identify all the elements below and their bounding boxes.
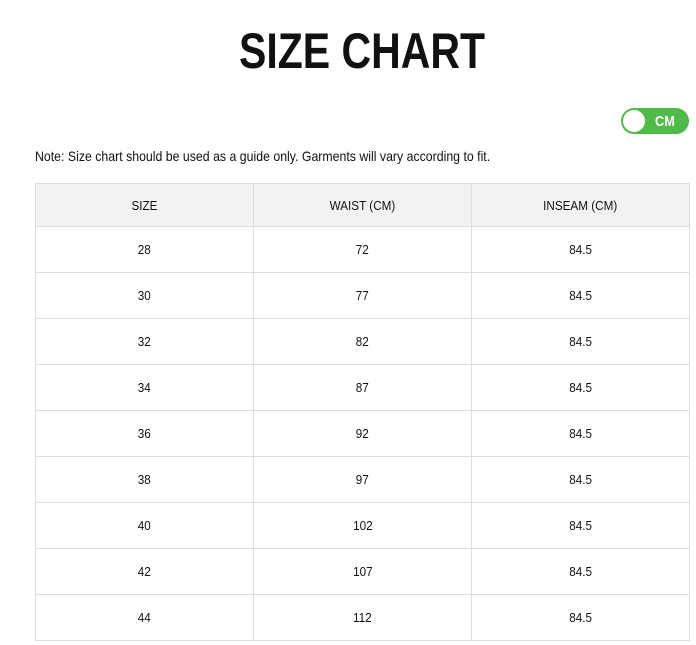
cell-value: 84.5 [569,426,592,441]
table-cell: 42 [35,548,254,595]
table-row: 36 92 84.5 [35,410,690,457]
table-cell: 38 [35,456,254,503]
page-title: SIZE CHART [239,23,485,79]
table-cell: 84.5 [471,410,690,457]
table-cell: 107 [253,548,472,595]
cell-value: 30 [137,288,152,303]
cell-value: 32 [137,334,152,349]
table-cell: 97 [253,456,472,503]
toggle-label: CM [655,113,675,130]
table-cell: 84.5 [471,594,690,641]
cell-value: 84.5 [569,518,592,533]
column-header-label: SIZE [131,197,158,213]
table-row: 40 102 84.5 [35,502,690,549]
cell-value: 92 [355,426,370,441]
cell-value: 84.5 [569,380,592,395]
table-cell: 30 [35,272,254,319]
cell-value: 112 [353,610,372,625]
table-cell: 32 [35,318,254,365]
cell-value: 82 [355,334,370,349]
cell-value: 84.5 [569,242,592,257]
table-cell: 28 [35,226,254,273]
table-cell: 102 [253,502,472,549]
cell-value: 84.5 [569,472,592,487]
table-row: 44 112 84.5 [35,594,690,641]
table-row: 32 82 84.5 [35,318,690,365]
cell-value: 87 [355,380,370,395]
toggle-knob [623,110,645,132]
size-note: Note: Size chart should be used as a gui… [35,148,491,164]
cell-value: 107 [352,564,373,579]
cell-value: 97 [355,472,370,487]
cell-value: 40 [137,518,152,533]
table-cell: 92 [253,410,472,457]
cell-value: 84.5 [569,564,592,579]
unit-toggle[interactable]: CM [621,108,689,134]
table-row: 38 97 84.5 [35,456,690,503]
cell-value: 84.5 [569,288,592,303]
table-cell: 84.5 [471,456,690,503]
cell-value: 77 [355,288,370,303]
cell-value: 84.5 [569,610,592,625]
table-cell: 84.5 [471,502,690,549]
cell-value: 102 [352,518,373,533]
table-row: 30 77 84.5 [35,272,690,319]
table-cell: 84.5 [471,364,690,411]
table-cell: 82 [253,318,472,365]
column-header: WAIST (CM) [253,183,472,227]
table-cell: 40 [35,502,254,549]
table-cell: 87 [253,364,472,411]
column-header: INSEAM (CM) [471,183,690,227]
cell-value: 44 [137,610,152,625]
cell-value: 38 [137,472,152,487]
cell-value: 72 [355,242,370,257]
table-cell: 84.5 [471,226,690,273]
cell-value: 28 [137,242,152,257]
table-cell: 36 [35,410,254,457]
table-cell: 44 [35,594,254,641]
size-table: SIZE WAIST (CM) INSEAM (CM) 28 72 84.5 30 77 84… [35,183,690,641]
table-cell: 84.5 [471,318,690,365]
table-cell: 72 [253,226,472,273]
cell-value: 34 [137,380,152,395]
cell-value: 84.5 [569,334,592,349]
column-header-label: WAIST (CM) [329,197,396,213]
table-row: 42 107 84.5 [35,548,690,595]
table-header-row: SIZE WAIST (CM) INSEAM (CM) [35,183,690,227]
cell-value: 42 [137,564,152,579]
table-cell: 34 [35,364,254,411]
column-header-label: INSEAM (CM) [543,197,618,213]
table-cell: 84.5 [471,272,690,319]
table-row: 28 72 84.5 [35,226,690,273]
table-cell: 112 [253,594,472,641]
cell-value: 36 [137,426,152,441]
table-cell: 84.5 [471,548,690,595]
table-row: 34 87 84.5 [35,364,690,411]
table-cell: 77 [253,272,472,319]
column-header: SIZE [35,183,254,227]
